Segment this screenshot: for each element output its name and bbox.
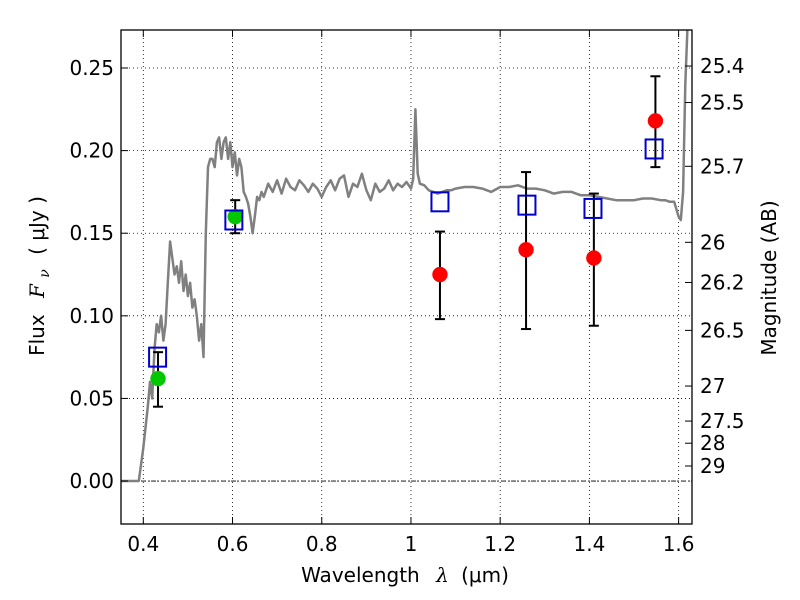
- y2-tick-label: 25.7: [700, 154, 745, 178]
- red-data-point: [647, 113, 664, 129]
- x-tick-label: 1.4: [573, 532, 605, 556]
- x-axis-text: Wavelength: [301, 563, 420, 587]
- green-data-point: [150, 370, 166, 387]
- red-data-point: [432, 266, 448, 283]
- x-axis-symbol: λ: [435, 563, 449, 587]
- x-axis-title: Wavelength λ (μm): [301, 563, 509, 587]
- y-axis-subscript: ν: [37, 269, 53, 278]
- y2-tick-label: 27.5: [700, 409, 745, 433]
- y2-axis-title: Magnitude (AB): [757, 200, 781, 355]
- model-spectrum-line: [121, 30, 689, 483]
- y2-tick-label: 26.2: [700, 270, 745, 294]
- y2-tick-label: 27: [700, 374, 725, 398]
- y-tick-label: 0.20: [69, 139, 114, 163]
- x-tick-label: 0.6: [217, 532, 249, 556]
- y2-tick-label: 25.5: [700, 91, 745, 115]
- red-data-point: [586, 250, 602, 266]
- plot-frame: [120, 29, 693, 525]
- x-tick-label: 1.2: [484, 532, 516, 556]
- x-tick-label: 1.6: [663, 532, 695, 556]
- y2-tick-label: 26: [700, 230, 725, 254]
- blue-model-point: [224, 209, 244, 231]
- x-tick-label: 1: [405, 532, 418, 556]
- y-axis-unit: ( μJy ): [25, 196, 49, 255]
- blue-model-point: [583, 197, 603, 219]
- blue-model-point: [148, 346, 168, 368]
- y-tick-label: 0.15: [69, 221, 114, 245]
- red-data-point: [518, 241, 534, 258]
- y-axis-title: Flux F ν ( μJy ): [25, 196, 54, 356]
- y-tick-label: 0.05: [69, 386, 114, 410]
- y-axis-symbol: F: [25, 283, 49, 299]
- x-axis-unit: (μm): [461, 563, 509, 587]
- y2-tick-label: 25.4: [700, 54, 745, 78]
- blue-model-point: [517, 194, 537, 216]
- y2-tick-label: 26.5: [700, 318, 745, 342]
- axis-ticks: 0.4 0.6 0.8 1 1.2 1.4 1.6 0.00 0.05 0.10 0.15 0.20 0…: [69, 30, 745, 556]
- plot-area: [121, 30, 689, 483]
- blue-model-point: [644, 138, 664, 160]
- x-tick-label: 0.4: [127, 532, 159, 556]
- y-tick-label: 0.00: [69, 469, 114, 493]
- y-axis-text: Flux: [25, 314, 49, 356]
- y-tick-label: 0.25: [69, 56, 114, 80]
- blue-model-point: [430, 191, 450, 213]
- y-tick-label: 0.10: [69, 304, 114, 328]
- y2-tick-label: 29: [700, 454, 725, 478]
- x-tick-label: 0.8: [306, 532, 338, 556]
- y2-tick-label: 28: [700, 431, 725, 455]
